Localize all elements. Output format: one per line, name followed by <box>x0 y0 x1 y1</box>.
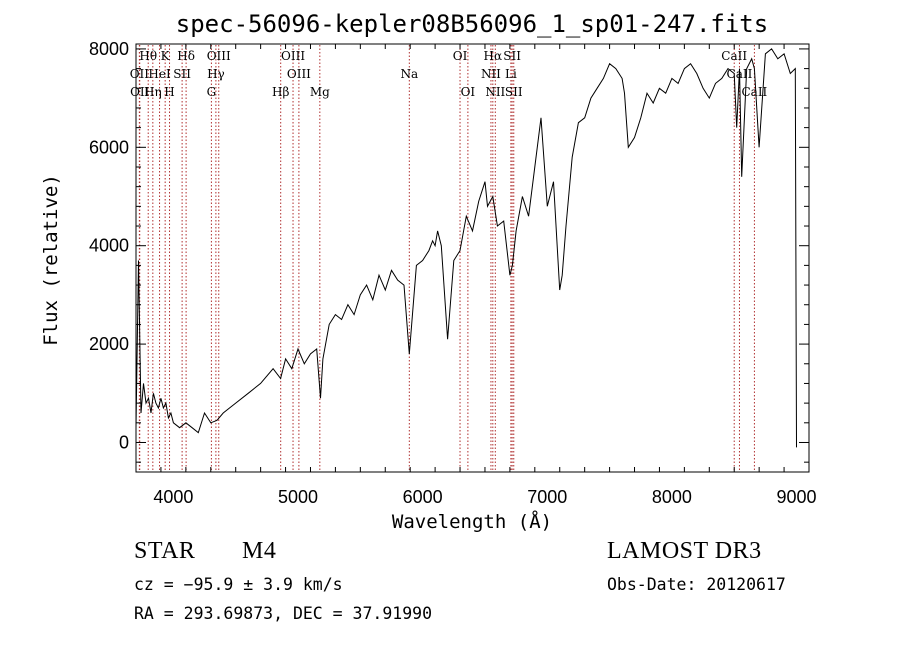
object-subclass: M4 <box>242 538 277 564</box>
line-marker-label: Hα <box>484 49 503 63</box>
ra-dec-coordinates: RA = 293.69873, DEC = 37.91990 <box>134 604 433 623</box>
y-tick-label: 8000 <box>89 39 129 59</box>
x-tick-label: 4000 <box>153 487 193 507</box>
line-marker-label: Hδ <box>177 49 195 63</box>
line-marker-label: OII <box>130 85 150 99</box>
y-axis-label: Flux (relative) <box>40 174 62 346</box>
line-marker-label: NII <box>481 67 501 81</box>
line-marker-label: H <box>164 85 174 99</box>
x-tick-label: 8000 <box>652 487 692 507</box>
x-tick-label: 6000 <box>403 487 443 507</box>
spectrum-series <box>135 48 797 448</box>
y-tick-label: 0 <box>119 432 129 452</box>
line-marker-label: G <box>207 85 217 99</box>
line-marker-label: OIII <box>281 49 305 63</box>
line-marker-label: Mg <box>310 85 330 99</box>
line-marker-label: SII <box>503 49 521 63</box>
axis-ticks: 4000 5000 6000 7000 8000 9000 0 2000 4000 6000 800… <box>89 39 817 507</box>
x-tick-label: 7000 <box>527 487 567 507</box>
y-tick-label: 2000 <box>89 334 129 354</box>
line-marker-label: Na <box>400 67 418 81</box>
line-marker-label: OI <box>453 49 468 63</box>
line-marker-label: Hγ <box>207 67 225 81</box>
line-marker-label: CaII <box>741 85 767 99</box>
line-marker-label: Hβ <box>272 85 289 99</box>
object-class: STAR <box>134 538 196 564</box>
line-marker-label: SII <box>173 67 191 81</box>
line-marker-label: OI <box>461 85 476 99</box>
line-marker-label: OIII <box>207 49 231 63</box>
line-marker-label: Hη <box>144 85 162 99</box>
observation-date: Obs-Date: 20120617 <box>607 575 786 594</box>
line-marker-label: SII <box>505 85 523 99</box>
line-marker-label: NII <box>485 85 505 99</box>
line-marker-label: OIII <box>287 67 311 81</box>
chart-title: spec-56096-kepler08B56096_1_sp01-247.fit… <box>176 10 768 38</box>
line-marker-label: K <box>161 49 171 63</box>
line-marker-label: HeI <box>148 67 171 81</box>
redshift-cz: cz = −95.9 ± 3.9 km/s <box>134 575 343 594</box>
x-tick-label: 5000 <box>278 487 318 507</box>
line-marker-label: Hθ <box>139 49 157 63</box>
line-marker-label: OII <box>130 67 150 81</box>
line-marker-label: Li <box>505 67 517 81</box>
line-markers <box>138 45 755 471</box>
plot-frame <box>135 43 810 473</box>
y-tick-label: 4000 <box>89 236 129 256</box>
x-axis-label: Wavelength (Å) <box>392 510 552 533</box>
survey-name: LAMOST DR3 <box>607 538 762 564</box>
x-tick-label: 9000 <box>777 487 817 507</box>
line-marker-label: CaII <box>721 49 747 63</box>
y-tick-label: 6000 <box>89 137 129 157</box>
